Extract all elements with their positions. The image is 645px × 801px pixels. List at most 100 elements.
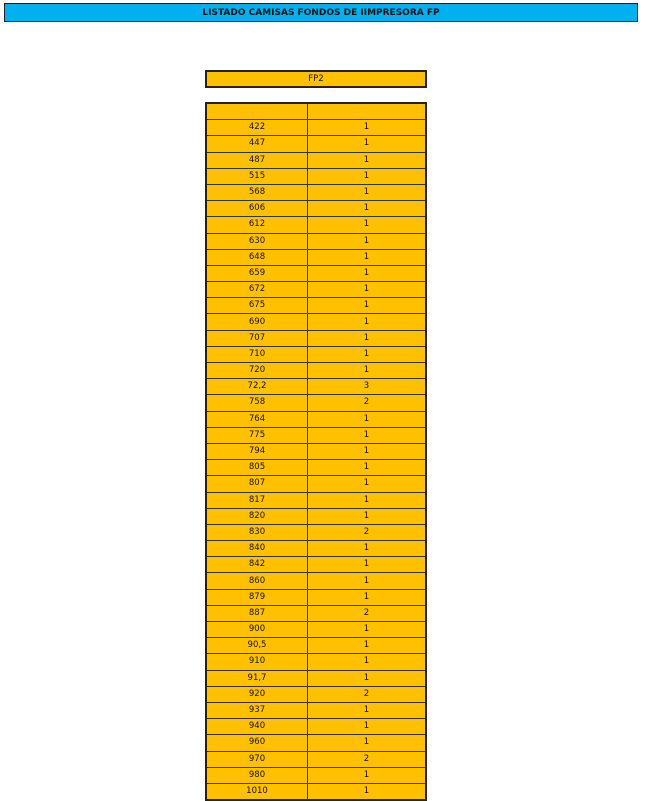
table-row: 710 1 [205, 345, 427, 364]
size-cell[interactable]: 920 [205, 685, 308, 703]
size-cell[interactable]: 758 [205, 394, 308, 412]
size-cell[interactable]: 422 [205, 119, 308, 137]
size-cell[interactable]: 910 [205, 653, 308, 671]
table-row: 675 1 [205, 297, 427, 315]
quantity-cell[interactable]: 1 [307, 540, 427, 558]
header-cell[interactable] [205, 102, 308, 121]
size-cell[interactable]: 90,5 [205, 637, 308, 655]
size-cell[interactable]: 764 [205, 410, 308, 428]
quantity-cell[interactable]: 1 [307, 329, 427, 347]
size-cell[interactable]: 659 [205, 264, 308, 283]
header-cell[interactable] [307, 102, 427, 121]
quantity-cell[interactable]: 1 [307, 167, 427, 185]
size-cell[interactable]: 794 [205, 442, 308, 461]
quantity-cell[interactable]: 1 [307, 119, 427, 137]
quantity-cell[interactable]: 2 [307, 685, 427, 703]
quantity-cell[interactable]: 1 [307, 281, 427, 299]
quantity-cell[interactable]: 1 [307, 216, 427, 234]
quantity-cell[interactable]: 1 [307, 669, 427, 687]
size-cell[interactable]: 710 [205, 345, 308, 364]
table-row: 794 1 [205, 442, 427, 461]
quantity-cell[interactable]: 1 [307, 232, 427, 250]
quantity-cell[interactable]: 1 [307, 556, 427, 574]
table-row: 820 1 [205, 507, 427, 525]
inventory-table: 422 1 447 1 487 1 515 1 568 1 606 1 612 1 630 1 648 1 659 1… [205, 102, 427, 801]
table-row: 447 1 [205, 135, 427, 153]
size-cell[interactable]: 447 [205, 135, 308, 153]
quantity-cell[interactable]: 1 [307, 475, 427, 493]
size-cell[interactable]: 91,7 [205, 669, 308, 687]
quantity-cell[interactable]: 1 [307, 637, 427, 655]
quantity-cell[interactable]: 1 [307, 491, 427, 509]
quantity-cell[interactable]: 1 [307, 345, 427, 364]
size-cell[interactable]: 707 [205, 329, 308, 347]
size-cell[interactable]: 515 [205, 167, 308, 185]
quantity-cell[interactable]: 3 [307, 378, 427, 396]
size-cell[interactable]: 672 [205, 281, 308, 299]
quantity-cell[interactable]: 1 [307, 442, 427, 461]
size-cell[interactable]: 690 [205, 313, 308, 331]
quantity-cell[interactable]: 2 [307, 750, 427, 768]
size-cell[interactable]: 612 [205, 216, 308, 234]
table-row: 970 2 [205, 750, 427, 768]
size-cell[interactable]: 568 [205, 183, 308, 202]
quantity-cell[interactable]: 1 [307, 620, 427, 639]
table-header-row [205, 102, 427, 121]
table-row: 805 1 [205, 459, 427, 477]
quantity-cell[interactable]: 2 [307, 394, 427, 412]
size-cell[interactable]: 900 [205, 620, 308, 639]
size-cell[interactable]: 630 [205, 232, 308, 250]
quantity-cell[interactable]: 1 [307, 135, 427, 153]
quantity-cell[interactable]: 1 [307, 361, 427, 380]
quantity-cell[interactable]: 1 [307, 151, 427, 169]
quantity-cell[interactable]: 1 [307, 782, 427, 801]
size-cell[interactable]: 860 [205, 572, 308, 590]
table-row: 672 1 [205, 281, 427, 299]
size-cell[interactable]: 675 [205, 297, 308, 315]
table-row: 960 1 [205, 734, 427, 752]
size-cell[interactable]: 817 [205, 491, 308, 509]
size-cell[interactable]: 805 [205, 459, 308, 477]
quantity-cell[interactable]: 1 [307, 264, 427, 283]
size-cell[interactable]: 807 [205, 475, 308, 493]
size-cell[interactable]: 775 [205, 426, 308, 444]
quantity-cell[interactable]: 1 [307, 410, 427, 428]
table-row: 515 1 [205, 167, 427, 185]
table-row: 659 1 [205, 264, 427, 283]
size-cell[interactable]: 648 [205, 248, 308, 266]
quantity-cell[interactable]: 1 [307, 426, 427, 444]
size-cell[interactable]: 960 [205, 734, 308, 752]
size-cell[interactable]: 980 [205, 766, 308, 784]
quantity-cell[interactable]: 1 [307, 718, 427, 736]
quantity-cell[interactable]: 1 [307, 734, 427, 752]
size-cell[interactable]: 830 [205, 523, 308, 542]
table-row: 568 1 [205, 183, 427, 202]
quantity-cell[interactable]: 1 [307, 459, 427, 477]
size-cell[interactable]: 720 [205, 361, 308, 380]
quantity-cell[interactable]: 1 [307, 248, 427, 266]
size-cell[interactable]: 937 [205, 701, 308, 720]
quantity-cell[interactable]: 2 [307, 604, 427, 623]
size-cell[interactable]: 487 [205, 151, 308, 169]
quantity-cell[interactable]: 1 [307, 183, 427, 202]
size-cell[interactable]: 840 [205, 540, 308, 558]
size-cell[interactable]: 72,2 [205, 378, 308, 396]
quantity-cell[interactable]: 1 [307, 297, 427, 315]
quantity-cell[interactable]: 1 [307, 507, 427, 525]
quantity-cell[interactable]: 1 [307, 588, 427, 606]
quantity-cell[interactable]: 1 [307, 572, 427, 590]
quantity-cell[interactable]: 2 [307, 523, 427, 542]
quantity-cell[interactable]: 1 [307, 766, 427, 784]
quantity-cell[interactable]: 1 [307, 313, 427, 331]
size-cell[interactable]: 940 [205, 718, 308, 736]
size-cell[interactable]: 606 [205, 200, 308, 218]
quantity-cell[interactable]: 1 [307, 653, 427, 671]
size-cell[interactable]: 820 [205, 507, 308, 525]
quantity-cell[interactable]: 1 [307, 701, 427, 720]
size-cell[interactable]: 970 [205, 750, 308, 768]
size-cell[interactable]: 879 [205, 588, 308, 606]
size-cell[interactable]: 842 [205, 556, 308, 574]
size-cell[interactable]: 887 [205, 604, 308, 623]
size-cell[interactable]: 1010 [205, 782, 308, 801]
quantity-cell[interactable]: 1 [307, 200, 427, 218]
